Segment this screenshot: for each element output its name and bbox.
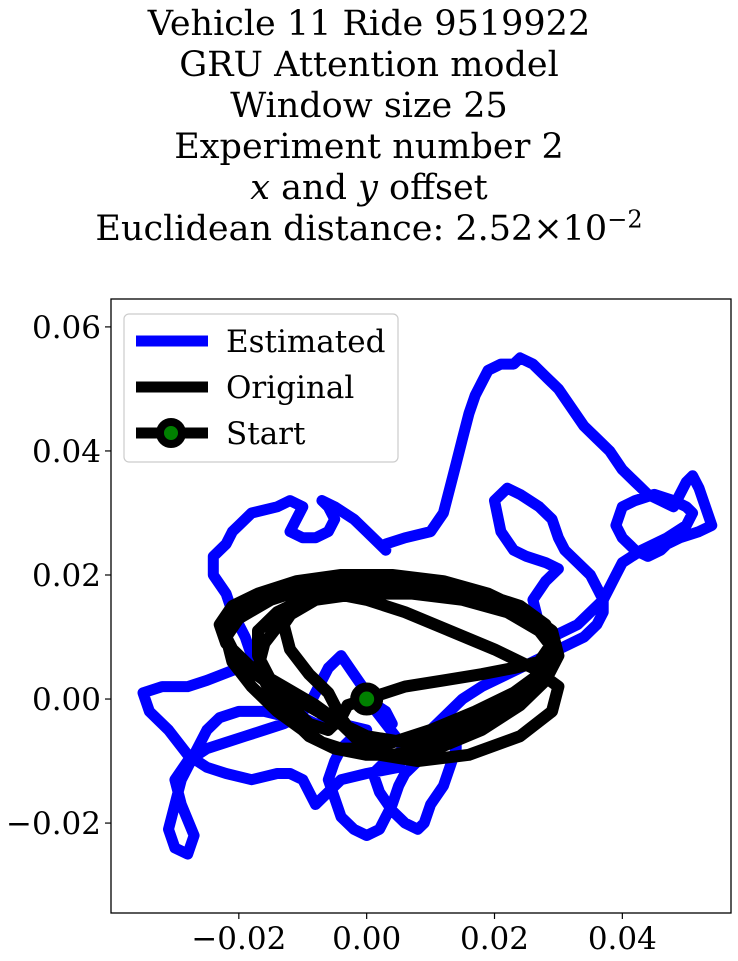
title-line-5: x and y offset <box>0 168 738 209</box>
y-tick-label: 0.06 <box>32 310 101 346</box>
title-line-1: Vehicle 11 Ride 9519922 <box>147 4 591 44</box>
title-line-6: Euclidean distance: 2.52×10−2 <box>0 207 738 250</box>
title-times-sign: × <box>533 209 563 249</box>
original-series-line <box>213 569 565 768</box>
chart-title: Vehicle 11 Ride 9519922 GRU Attention mo… <box>0 4 738 250</box>
plot-frame <box>110 298 732 914</box>
title-line-2: GRU Attention model <box>179 45 559 85</box>
y-tick-label: 0.02 <box>32 558 101 594</box>
title-offset-word: offset <box>389 168 488 208</box>
plot-area <box>137 352 718 860</box>
title-distance-prefix: Euclidean distance: 2.52 <box>95 209 534 249</box>
y-tick-label: 0.04 <box>32 434 101 470</box>
legend-label-estimated: Estimated <box>226 324 385 360</box>
x-tick-label: 0.04 <box>588 921 657 957</box>
x-tick-label: −0.02 <box>191 921 286 957</box>
title-x-symbol: x <box>250 168 271 208</box>
y-tick-label: 0.00 <box>32 682 101 718</box>
title-line-3: Window size 25 <box>230 86 508 126</box>
title-y-symbol: y <box>358 168 378 208</box>
x-tick-label: 0.02 <box>460 921 529 957</box>
title-power-base: 10 <box>562 209 608 249</box>
legend-label-original: Original <box>226 370 354 406</box>
legend: Estimated Original Start <box>123 313 399 463</box>
legend-marker-start <box>156 418 186 448</box>
y-tick-label: −0.02 <box>6 806 101 842</box>
y-axis: −0.02 0.00 0.02 0.04 0.06 <box>6 310 111 842</box>
legend-label-start: Start <box>226 416 306 452</box>
title-and-word: and <box>281 168 347 208</box>
title-line-4: Experiment number 2 <box>174 127 564 167</box>
x-axis: −0.02 0.00 0.02 0.04 <box>191 913 657 957</box>
title-power-exponent: −2 <box>607 205 643 234</box>
legend-frame <box>123 313 399 463</box>
x-tick-label: 0.00 <box>332 921 401 957</box>
start-marker <box>350 682 384 716</box>
